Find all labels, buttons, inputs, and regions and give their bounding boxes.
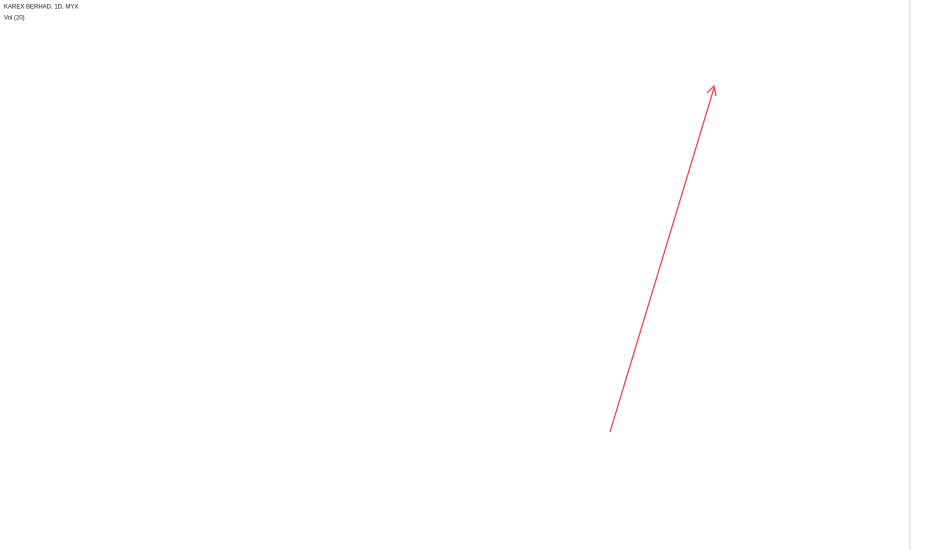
- arrow-head: [706, 84, 717, 97]
- price-axis-bg: [910, 0, 932, 550]
- volume-label: Vol (20): [4, 16, 25, 22]
- arrow-line: [609, 87, 715, 433]
- arrow: [609, 84, 717, 433]
- chart-title: KAREX BERHAD, 1D, MYX: [4, 5, 78, 11]
